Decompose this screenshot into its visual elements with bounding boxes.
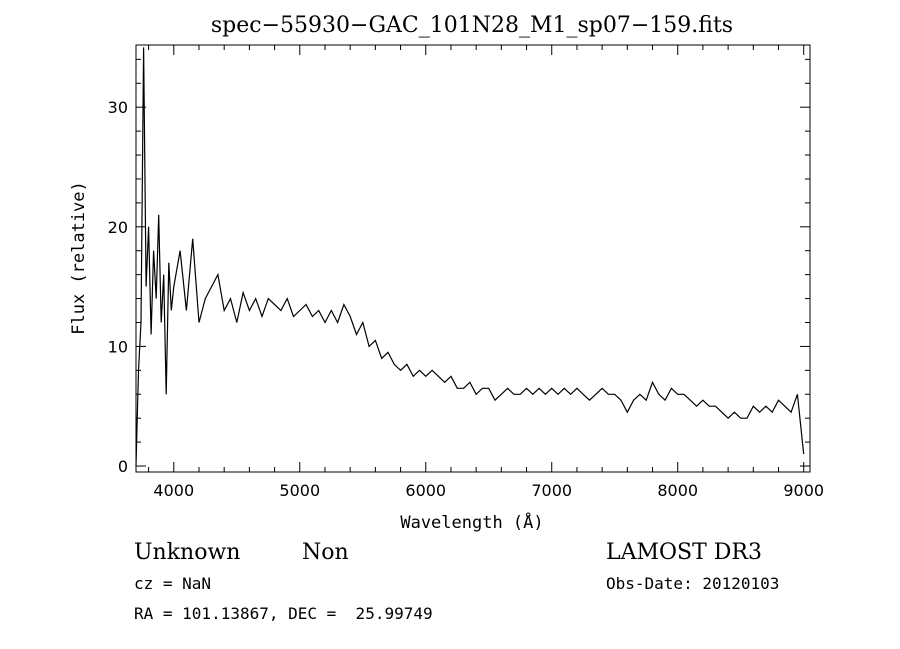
x-tick-label: 5000 <box>279 481 320 500</box>
cz-text: cz = NaN <box>134 574 211 593</box>
class-label: Unknown <box>134 540 240 565</box>
x-tick-label: 7000 <box>531 481 572 500</box>
x-axis-tick-labels: 4000 5000 6000 7000 8000 9000 <box>153 481 824 500</box>
y-tick-label: 0 <box>118 457 128 476</box>
obs-date-text: Obs-Date: 20120103 <box>606 574 779 593</box>
y-axis-tick-labels: 0 10 20 30 <box>108 98 128 476</box>
y-tick-label: 20 <box>108 218 128 237</box>
survey-label: LAMOST DR3 <box>606 540 762 565</box>
y-tick-label: 10 <box>108 337 128 356</box>
spectrum-line <box>135 47 805 467</box>
spectrum-series-group <box>135 47 805 467</box>
x-tick-label: 8000 <box>657 481 698 500</box>
y-tick-label: 30 <box>108 98 128 117</box>
coords-text: RA = 101.13867, DEC = 25.99749 <box>134 604 433 623</box>
chart-title: spec−55930−GAC_101N28_M1_sp07−159.fits <box>211 13 733 38</box>
x-tick-label: 9000 <box>783 481 824 500</box>
x-tick-label: 6000 <box>405 481 446 500</box>
x-tick-label: 4000 <box>153 481 194 500</box>
x-axis-label: Wavelength (Å) <box>400 511 543 533</box>
x-axis-ticks <box>148 45 805 472</box>
subclass-label: Non <box>302 540 349 565</box>
y-axis-ticks <box>136 58 810 467</box>
plot-frame <box>135 44 811 473</box>
y-axis-label: Flux (relative) <box>69 181 89 335</box>
